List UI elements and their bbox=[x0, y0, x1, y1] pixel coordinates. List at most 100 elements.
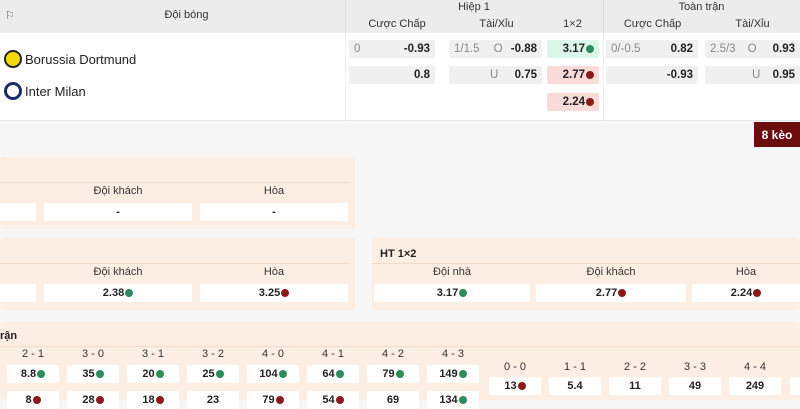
draw-score-odd[interactable]: 13 bbox=[489, 377, 541, 395]
market-panel-2: Đội khách Hòa 2.38 3.25 bbox=[0, 238, 355, 310]
odd: 25 bbox=[202, 368, 215, 380]
draw-odd[interactable]: 2.24 bbox=[692, 284, 800, 302]
away-team[interactable]: Inter Milan bbox=[4, 82, 86, 100]
odd: 0.93 bbox=[772, 43, 795, 55]
ft-handicap-home[interactable]: 0/-0.5 0.82 bbox=[606, 40, 698, 58]
away-odd[interactable]: - bbox=[44, 203, 192, 221]
home-score-odd[interactable]: 104 bbox=[247, 365, 299, 383]
ft-ou-under[interactable]: U 0.95 bbox=[705, 66, 800, 84]
ft-handicap-away[interactable]: -0.93 bbox=[606, 66, 698, 84]
draw-score-label: 1 - 1 bbox=[563, 361, 586, 373]
draw-odd[interactable]: - bbox=[200, 203, 348, 221]
away-odd[interactable]: 2.38 bbox=[44, 284, 192, 302]
line: 0 bbox=[354, 43, 361, 55]
h1-handicap-header: Cược Chấp bbox=[368, 18, 426, 30]
odd: 2.24 bbox=[730, 287, 753, 299]
h1-handicap-away[interactable]: 0.8 bbox=[349, 66, 435, 84]
odd: 8 bbox=[25, 394, 32, 406]
arrow-down-icon bbox=[275, 396, 284, 404]
home-odd[interactable]: 3.17 bbox=[374, 284, 530, 302]
ht-1x2-panel: HT 1×2 Đội nhà Đội khách Hòa 3.17 2.77 2… bbox=[372, 238, 800, 310]
home-odd[interactable] bbox=[0, 284, 36, 302]
side: O bbox=[493, 43, 503, 55]
draw-score-odd-partial[interactable] bbox=[790, 377, 800, 395]
away-score-odd[interactable]: 54 bbox=[307, 391, 359, 409]
odd: 64 bbox=[322, 368, 335, 380]
arrow-up-icon bbox=[459, 289, 468, 297]
home-score-odd[interactable]: 8.8 bbox=[7, 365, 59, 383]
h1-1x2-away[interactable]: 2.77 bbox=[547, 66, 599, 84]
draw-score-odd[interactable]: 249 bbox=[729, 377, 781, 395]
ft-handicap-header: Cược Chấp bbox=[623, 18, 682, 30]
arrow-up-icon bbox=[278, 370, 287, 378]
arrow-down-icon bbox=[281, 289, 290, 297]
odd: 20 bbox=[142, 368, 155, 380]
odd: 2.77 bbox=[562, 69, 585, 81]
home-score-odd[interactable]: 64 bbox=[307, 365, 359, 383]
odd: 0.8 bbox=[414, 69, 430, 81]
away-score-odd[interactable]: 18 bbox=[127, 391, 179, 409]
stadium-icon: ⚐ bbox=[5, 10, 15, 22]
away-score-odd[interactable]: 69 bbox=[367, 391, 419, 409]
draw-score-odd[interactable]: 5.4 bbox=[549, 377, 601, 395]
ft-ou-over[interactable]: 2.5/3 O 0.93 bbox=[705, 40, 800, 58]
draw-score-odd[interactable]: 11 bbox=[609, 377, 661, 395]
h1-1x2-header: 1×2 bbox=[563, 18, 582, 30]
more-odds-button[interactable]: 8 kèo bbox=[754, 122, 800, 147]
h1-ou-header: Tài/Xỉu bbox=[479, 18, 514, 30]
arrow-up-icon bbox=[155, 370, 164, 378]
score-label: 4 - 2 bbox=[381, 348, 404, 360]
h1-ou-under[interactable]: U 0.75 bbox=[449, 66, 542, 84]
odd: 2.38 bbox=[102, 287, 125, 299]
fulltime-header: Toàn trận bbox=[678, 1, 725, 13]
home-score-odd[interactable]: 79 bbox=[367, 365, 419, 383]
odd: 18 bbox=[142, 394, 155, 406]
home-label: Đội nhà bbox=[433, 266, 471, 278]
home-team[interactable]: Borussia Dortmund bbox=[4, 50, 136, 68]
draw-score-label: 3 - 3 bbox=[683, 361, 706, 373]
h1-1x2-draw[interactable]: 2.24 bbox=[547, 93, 599, 111]
odd: 28 bbox=[82, 394, 95, 406]
draw-odd[interactable]: 3.25 bbox=[200, 284, 348, 302]
arrow-down-icon bbox=[95, 396, 104, 404]
h1-ou-over[interactable]: 1/1.5 O -0.88 bbox=[449, 40, 542, 58]
score-label: 4 - 0 bbox=[261, 348, 284, 360]
draw-score-label: 4 - 4 bbox=[743, 361, 766, 373]
half1-header: Hiệp 1 bbox=[458, 1, 490, 13]
odd: -0.93 bbox=[666, 69, 693, 81]
odd: 8.8 bbox=[20, 368, 37, 380]
line: 2.5/3 bbox=[710, 43, 736, 55]
table-header: ⚐ Đội bóng Hiệp 1 Toàn trận Cược Chấp Tà… bbox=[0, 0, 800, 33]
score-label: 4 - 3 bbox=[441, 348, 464, 360]
odd: 3.25 bbox=[258, 287, 281, 299]
away-score-odd[interactable]: 28 bbox=[67, 391, 119, 409]
away-odd[interactable]: 2.77 bbox=[536, 284, 686, 302]
home-score-odd[interactable]: 35 bbox=[67, 365, 119, 383]
odd: 13 bbox=[504, 380, 517, 392]
home-score-odd[interactable]: 20 bbox=[127, 365, 179, 383]
away-score-odd[interactable]: 134 bbox=[427, 391, 479, 409]
away-score-odd[interactable]: 8 bbox=[7, 391, 59, 409]
panel-title: HT 1×2 bbox=[380, 248, 417, 260]
arrow-up-icon bbox=[37, 370, 46, 378]
draw-label: Hòa bbox=[263, 185, 285, 197]
team-column-header: Đội bóng bbox=[164, 9, 209, 21]
home-odd[interactable] bbox=[0, 203, 36, 221]
away-score-odd[interactable]: 23 bbox=[187, 391, 239, 409]
home-score-odd[interactable]: 25 bbox=[187, 365, 239, 383]
arrow-down-icon bbox=[335, 396, 344, 404]
odd: 35 bbox=[82, 368, 95, 380]
home-score-odd[interactable]: 149 bbox=[427, 365, 479, 383]
away-score-odd[interactable]: 79 bbox=[247, 391, 299, 409]
match-row[interactable]: Borussia Dortmund Inter Milan 0 -0.93 0.8… bbox=[0, 33, 800, 121]
h1-handicap-home[interactable]: 0 -0.93 bbox=[349, 40, 435, 58]
odd: 0.75 bbox=[514, 69, 537, 81]
away-label: Đội khách bbox=[93, 266, 143, 278]
draw-score-odd[interactable]: 49 bbox=[669, 377, 721, 395]
arrow-up-icon bbox=[125, 289, 134, 297]
arrow-down-icon bbox=[586, 98, 594, 106]
odd: 134 bbox=[439, 394, 458, 406]
odd: 54 bbox=[322, 394, 335, 406]
h1-1x2-home[interactable]: 3.17 bbox=[547, 40, 599, 58]
arrow-up-icon bbox=[95, 370, 104, 378]
